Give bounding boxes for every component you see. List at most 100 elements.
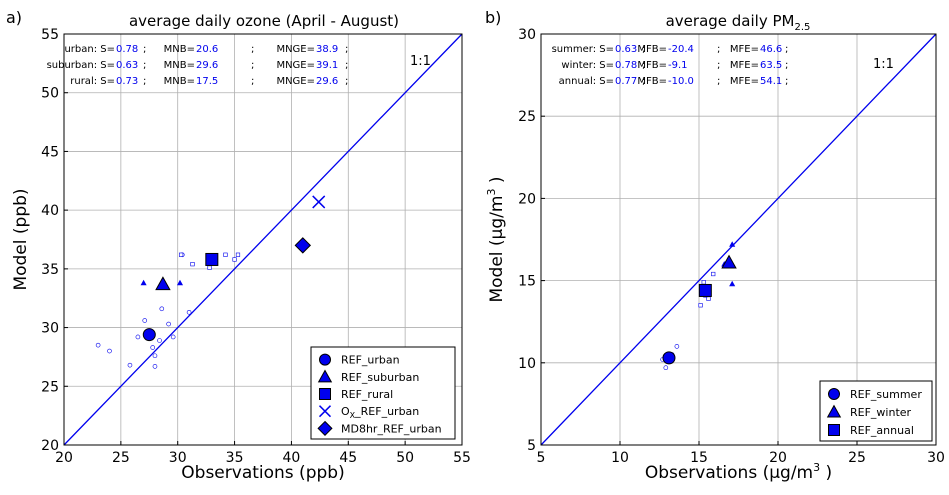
y-tick-label: 30 [518,27,536,43]
data-point [166,321,171,327]
stat-label: urban: S= [64,44,115,55]
x-tick-label: 20 [769,450,787,466]
mean-point [205,252,219,266]
stat-separator: ; [251,76,254,87]
stat-separator: ; [785,60,788,71]
stat-bias-label: MNB= [164,44,195,55]
y-axis-label: Model (µg/m3 ) [485,176,507,302]
data-point [95,342,101,348]
x-tick-label: 40 [283,450,301,466]
legend-marker [319,353,331,366]
stat-error-label: MFE= [730,60,759,71]
stat-error-value: 46.6 [760,44,782,55]
mean-point [294,237,312,254]
y-tick-label: 55 [41,27,59,43]
stat-bias-value: 20.6 [196,44,218,55]
stat-bias-value: -10.0 [668,76,694,87]
stat-s-value: 0.77 [615,76,637,87]
stat-error-label: MNGE= [276,76,315,87]
mean-point [142,328,156,342]
data-point [159,306,165,312]
data-point [663,365,669,371]
stat-separator: ; [717,44,720,55]
data-point [142,318,148,323]
legend-marker [826,404,842,418]
x-tick-label: 55 [453,450,471,466]
stat-separator: ; [345,44,348,55]
x-tick-label: 10 [611,450,629,466]
data-point [190,262,195,267]
stat-label: suburban: S= [47,60,115,71]
mean-point [721,254,737,269]
stat-bias-value: 17.5 [196,76,218,87]
mean-point [312,195,326,209]
mean-point [155,276,171,291]
legend-label: REF_annual [850,424,914,437]
stat-separator: ; [717,76,720,87]
data-point [127,362,133,368]
x-axis-label: Observations (µg/m3 ) [645,461,832,483]
stat-s-value: 0.63 [116,60,138,71]
chart-title: average daily PM2.5 [666,12,811,33]
stat-error-value: 29.6 [316,76,338,87]
stat-separator: ; [717,60,720,71]
y-tick-label: 5 [527,438,536,454]
chart-panel-2: 5 10 15 20 25 30 5 10 15 20 25 30 1:1 summer: S= 0.63;… [485,8,945,483]
y-tick-label: 35 [41,262,59,278]
stat-separator: ; [345,76,348,87]
legend-box [310,346,456,440]
stat-bias-label: MFB= [637,60,667,71]
data-point [223,252,228,257]
legend-label: REF_winter [850,406,912,419]
data-point [150,345,155,350]
stat-label: annual: S= [559,76,614,87]
data-point [186,310,192,315]
mean-point [662,351,676,365]
chart-title: average daily ozone (April - August) [129,12,399,30]
stat-bias-label: MNB= [164,60,195,71]
data-point [135,334,141,340]
y-tick-label: 20 [518,191,536,207]
plot-frame [63,33,463,446]
x-tick-label: 15 [690,450,708,466]
legend-marker [828,388,840,400]
one-to-one-label: 1:1 [873,57,894,72]
x-tick-label: 30 [927,450,945,466]
stat-error-value: 38.9 [316,44,338,55]
data-point [729,280,736,287]
stat-label: rural: S= [70,76,115,87]
data-point [152,364,158,369]
one-to-one-label: 1:1 [410,54,431,69]
stat-s-value: 0.78 [116,44,138,55]
stat-bias-value: -20.4 [668,44,694,55]
stat-s-value: 0.63 [615,44,637,55]
plot-frame [540,33,937,446]
y-axis-label: Model (ppb) [11,188,31,290]
stat-separator: ; [642,44,645,55]
y-tick-label: 50 [41,86,59,102]
stat-separator: ; [642,60,645,71]
stat-bias-label: MNB= [164,76,195,87]
data-point [207,265,212,270]
legend: REF_urban REF_suburban REF_rural OX_REF_urb… [310,346,456,440]
legend: REF_summer REF_winter REF_annual [819,380,933,442]
y-tick-label: 15 [518,274,536,290]
stat-error-label: MFE= [730,44,759,55]
x-tick-label: 25 [848,450,866,466]
data-point [711,271,716,277]
y-tick-label: 20 [41,438,59,454]
chart-panel-1: 20 25 30 35 40 45 50 55 20 25 30 35 40 45 50 55 1:1 urban… [6,8,471,483]
data-point [157,338,162,343]
legend-label: REF_urban [341,354,400,367]
stat-s-value: 0.78 [615,60,637,71]
stat-separator: ; [251,60,254,71]
data-point [107,348,112,354]
data-point [179,252,184,257]
legend-marker [317,420,333,436]
stat-separator: ; [785,76,788,87]
stat-label: summer: S= [552,44,614,55]
stat-error-label: MNGE= [276,60,315,71]
x-tick-label: 50 [396,450,414,466]
stat-bias-label: MFB= [637,44,667,55]
